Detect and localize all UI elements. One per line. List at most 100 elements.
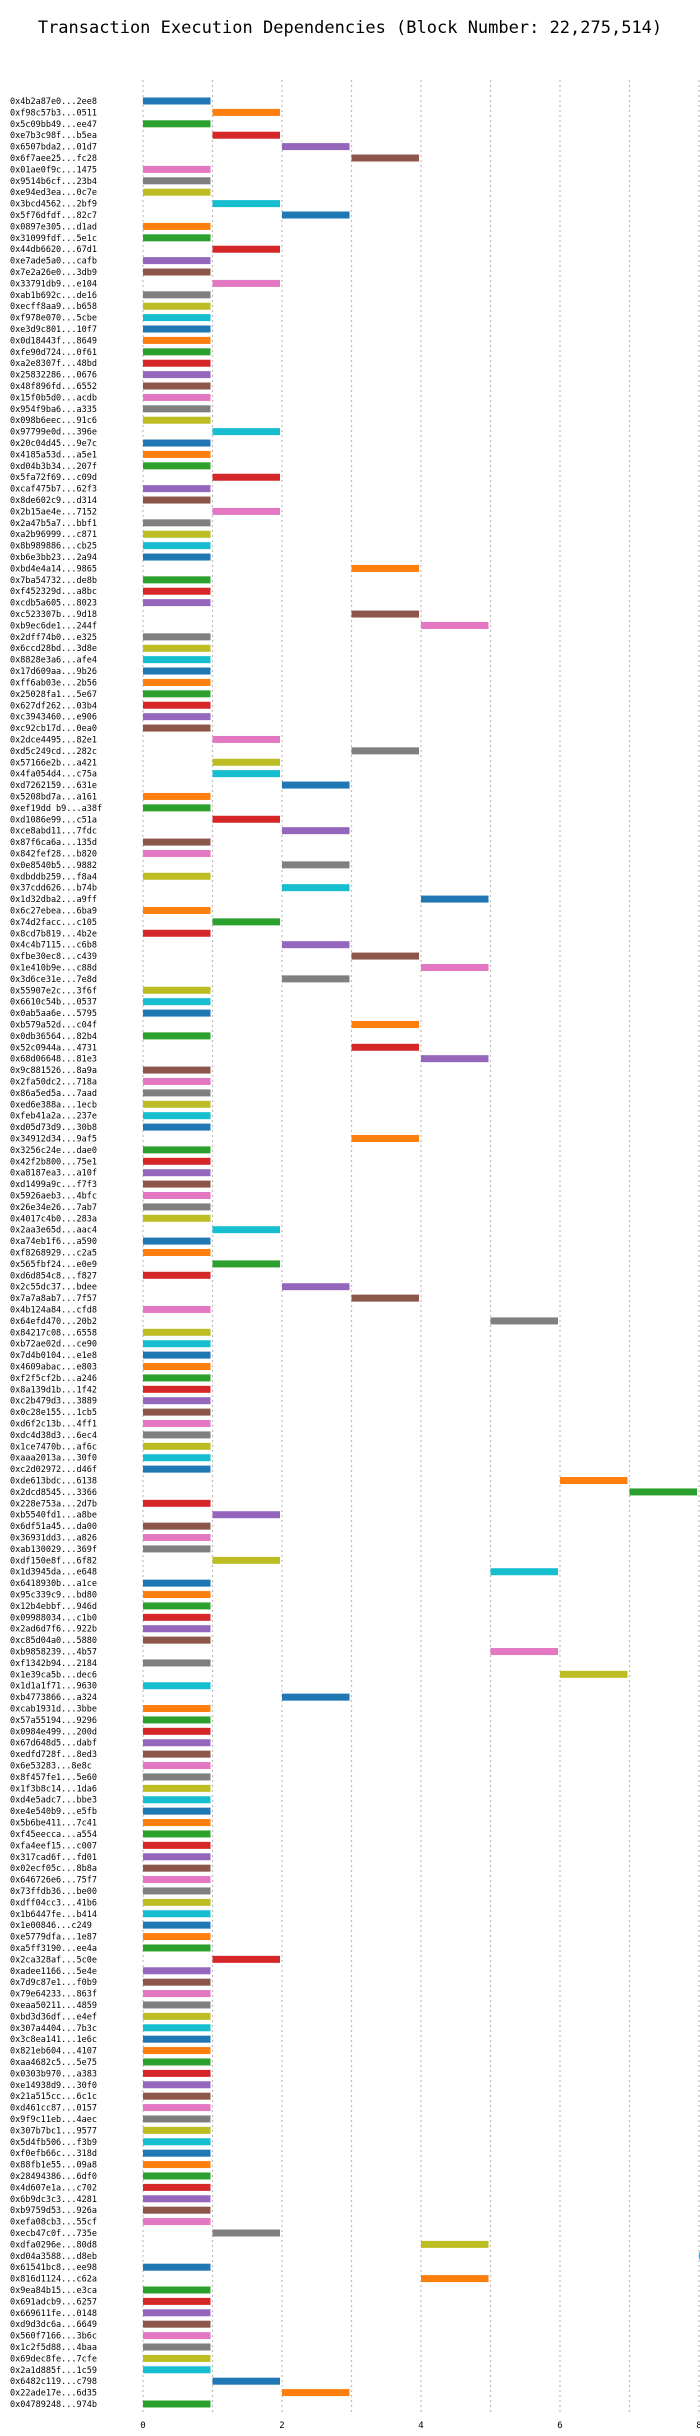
transaction-label: 0x4c4b7115...c6b8 [10,941,97,951]
transaction-label: 0xb9858239...4b57 [10,1648,97,1658]
transaction-label: 0xd1499a9c...f7f3 [10,1180,97,1190]
transaction-bar [143,1408,211,1416]
transaction-label: 0xb5540fd1...a8be [10,1511,97,1521]
transaction-label: 0x6ccd28bd...3d8e [10,644,97,654]
transaction-label: 0x22ade17e...6d35 [10,2389,97,2399]
transaction-label: 0xa74eb1f6...a590 [10,1237,97,1247]
transaction-label: 0x69dec8fe...7cfe [10,2354,97,2364]
transaction-bar [143,2172,211,2180]
transaction-bar [212,2229,280,2237]
transaction-label: 0xb579a52d...c04f [10,1020,97,1030]
transaction-label: 0xfbe30ec8...c439 [10,952,97,962]
transaction-bar [282,2389,350,2397]
transaction-label: 0x0c28e155...1cb5 [10,1408,97,1418]
transaction-label: 0x48f896fd...6552 [10,382,97,392]
transaction-label: 0x2ca328af...5c0e [10,1955,97,1965]
transaction-label: 0x04789248...974b [10,2400,97,2410]
transaction-bar [143,2012,211,2020]
transaction-bar [143,234,211,242]
transaction-bar [351,564,419,572]
x-tick-label: 0 [140,2421,145,2431]
transaction-label: 0x6b9dc3c3...4281 [10,2195,97,2205]
x-tick-labels: 0 2 4 6 8 [140,2421,700,2431]
transaction-bar [143,2035,211,2043]
transaction-bar [143,2149,211,2157]
transaction-bar [351,1294,419,1302]
transaction-bar [282,781,350,789]
transaction-label: 0x5d4fb506...f3b9 [10,2138,97,2148]
transaction-bar [421,895,489,903]
transaction-bar [143,2047,211,2055]
transaction-bar [143,576,211,584]
transaction-bar [421,963,489,971]
transaction-bar [282,1693,350,1701]
transaction-bar [143,1157,211,1165]
transaction-bar [143,1420,211,1428]
transaction-bar [143,986,211,994]
transaction-label: 0x26e34e26...7ab7 [10,1203,97,1213]
transaction-bar [143,2354,211,2362]
transaction-label: 0xc92cb17d...0ea0 [10,724,97,734]
transaction-bar [143,1944,211,1952]
transaction-label: 0x84217c08...6558 [10,1328,97,1338]
transaction-bar [143,1203,211,1211]
transaction-label: 0xa2b96999...c871 [10,530,97,540]
transaction-label: 0x6482c119...c798 [10,2377,97,2387]
transaction-label: 0xfe90d724...0f61 [10,348,97,358]
transaction-label: 0x52c0944a...4731 [10,1043,97,1053]
transaction-label: 0x4185a53d...a5e1 [10,450,97,460]
transaction-bar [143,1739,211,1747]
transaction-bar [143,1773,211,1781]
transaction-label: 0xe4e540b9...e5fb [10,1807,97,1817]
transaction-bar [143,1579,211,1587]
transaction-bar [143,2058,211,2066]
transaction-bar [143,587,211,595]
transaction-label: 0xb6e3bb23...2a94 [10,553,97,563]
transaction-bar [143,2366,211,2374]
transaction-label: 0x61541bc8...ee98 [10,2263,97,2273]
transaction-label: 0xd04b3b34...207f [10,462,97,472]
transaction-bar [282,975,350,983]
transaction-label: 0x646726e6...75f7 [10,1876,97,1886]
transaction-label: 0x25832286...0676 [10,371,97,381]
transaction-bar [421,621,489,629]
transaction-bar [143,1112,211,1120]
transaction-label: 0xdc4d38d3...6ec4 [10,1431,97,1441]
transaction-bar [351,1020,419,1028]
transaction-label: 0x09988034...c1b0 [10,1613,97,1623]
transaction-label: 0x2dce4495...82e1 [10,735,97,745]
transaction-bar [143,257,211,265]
transaction-label: 0x6f7aee25...fc28 [10,154,97,164]
transaction-label: 0x6418930b...a1ce [10,1579,97,1589]
transaction-label: 0x4d607e1a...c702 [10,2183,97,2193]
transaction-label: 0x1c2f5d88...4baa [10,2343,97,2353]
transaction-bar [212,108,280,116]
transaction-label: 0x0e8540b5...9882 [10,861,97,871]
transaction-label: 0x79e64233...863f [10,1990,97,2000]
transaction-bar [143,1522,211,1530]
transaction-label: 0xd9d3dc6a...6649 [10,2320,97,2330]
transaction-label: 0xadee1166...5e4e [10,1967,97,1977]
transaction-label: 0x01ae0f9c...1475 [10,165,97,175]
transaction-label: 0x1ce7470b...af6c [10,1442,97,1452]
transaction-label: 0x8a139d1b...1f42 [10,1385,97,1395]
transaction-label: 0x5fa72f69...c09d [10,473,97,483]
chart-title: Transaction Execution Dependencies (Bloc… [37,18,663,38]
transaction-label: 0x57a55194...9296 [10,1716,97,1726]
transaction-bar [143,2297,211,2305]
transaction-label: 0xd6f2c13b...4ff1 [10,1420,97,1430]
transaction-label: 0x4b2a87e0...2ee8 [10,97,97,107]
transaction-bar [351,747,419,755]
transaction-bar [143,633,211,641]
transaction-bar [143,1750,211,1758]
transaction-bar [143,359,211,367]
transaction-bar [143,1898,211,1906]
transaction-label: 0xe3d9c801...10f7 [10,325,97,335]
transaction-label: 0x1f3b8c14...1da6 [10,1784,97,1794]
transaction-label: 0x57166e2b...a421 [10,758,97,768]
transaction-bar [143,268,211,276]
transaction-bar [143,1009,211,1017]
transaction-bar [212,279,280,287]
transaction-label: 0x816d1124...c62a [10,2275,97,2285]
